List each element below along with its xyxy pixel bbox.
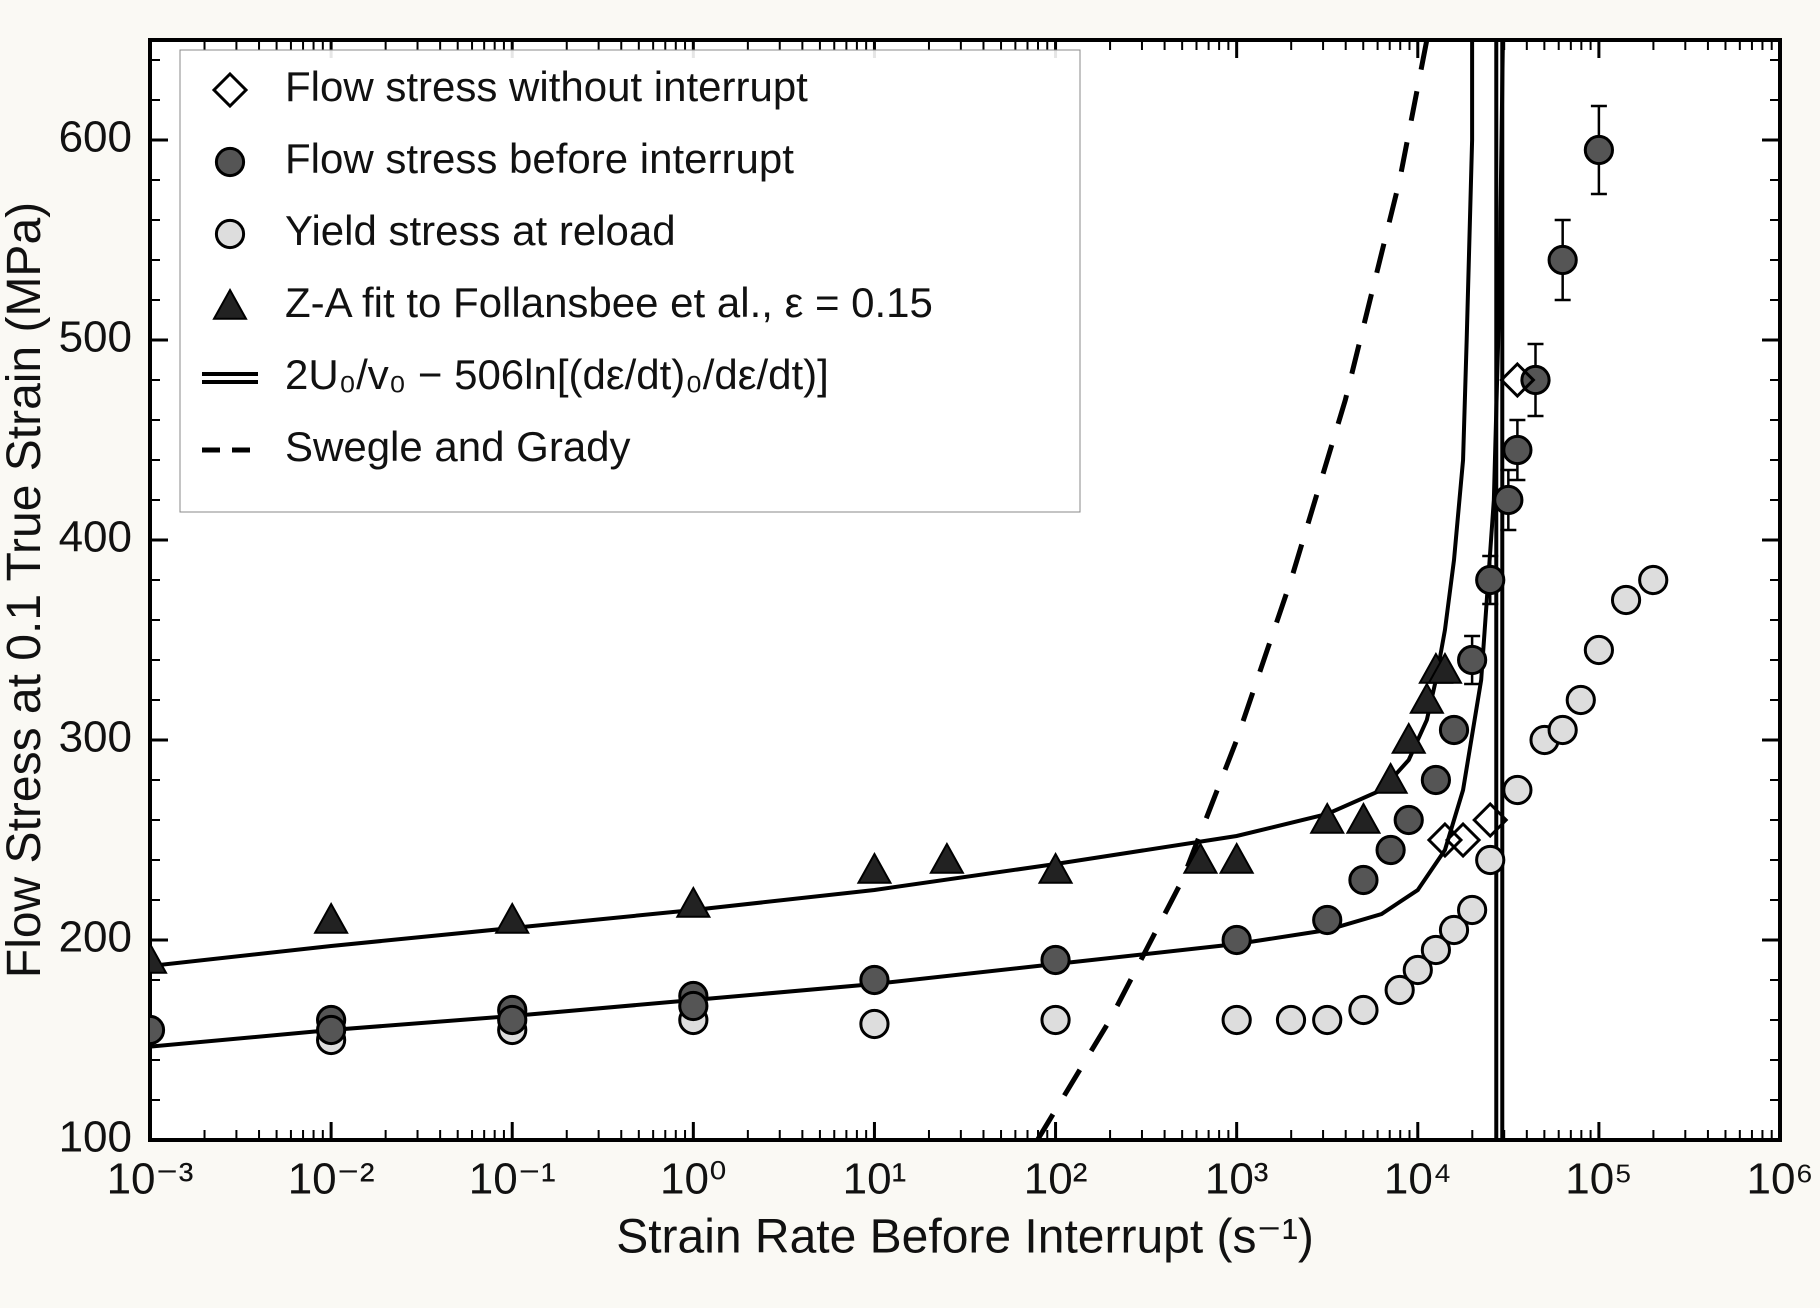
svg-text:200: 200 [59,913,132,962]
svg-text:10¹: 10¹ [843,1155,907,1204]
svg-text:10⁻¹: 10⁻¹ [469,1155,556,1204]
legend-label: Flow stress before interrupt [285,135,794,182]
chart-container: { "chart": { "type": "scatter-line-logx"… [0,0,1820,1308]
svg-text:10⁵: 10⁵ [1565,1155,1632,1204]
svg-text:10⁰: 10⁰ [660,1155,727,1204]
svg-text:Strain Rate Before Interrupt (: Strain Rate Before Interrupt (s⁻¹) [616,1211,1314,1264]
legend-label: 2U₀/v₀ − 506ln[(dε/dt)₀/dε/dt)] [285,351,829,398]
svg-text:600: 600 [59,113,132,162]
svg-text:400: 400 [59,513,132,562]
svg-text:10⁻³: 10⁻³ [107,1155,194,1204]
legend-label: Z-A fit to Follansbee et al., ε = 0.15 [285,279,933,326]
svg-text:Flow Stress at 0.1 True Strain: Flow Stress at 0.1 True Strain (MPa) [0,202,51,978]
svg-text:300: 300 [59,713,132,762]
svg-text:10³: 10³ [1205,1155,1269,1204]
svg-text:10²: 10² [1024,1155,1088,1204]
svg-text:100: 100 [59,1113,132,1162]
svg-text:10⁶: 10⁶ [1746,1155,1813,1204]
legend-label: Yield stress at reload [285,207,676,254]
legend-label: Swegle and Grady [285,423,631,470]
legend-label: Flow stress without interrupt [285,63,808,110]
svg-text:10⁻²: 10⁻² [288,1155,375,1204]
svg-text:10⁴: 10⁴ [1384,1155,1452,1204]
chart-svg: 10⁻³ 10⁻² 10⁻¹ 10⁰ 10¹ 10² 10³ 10⁴ 10⁵ 10⁶ 100 200 3… [0,0,1820,1308]
svg-text:500: 500 [59,313,132,362]
